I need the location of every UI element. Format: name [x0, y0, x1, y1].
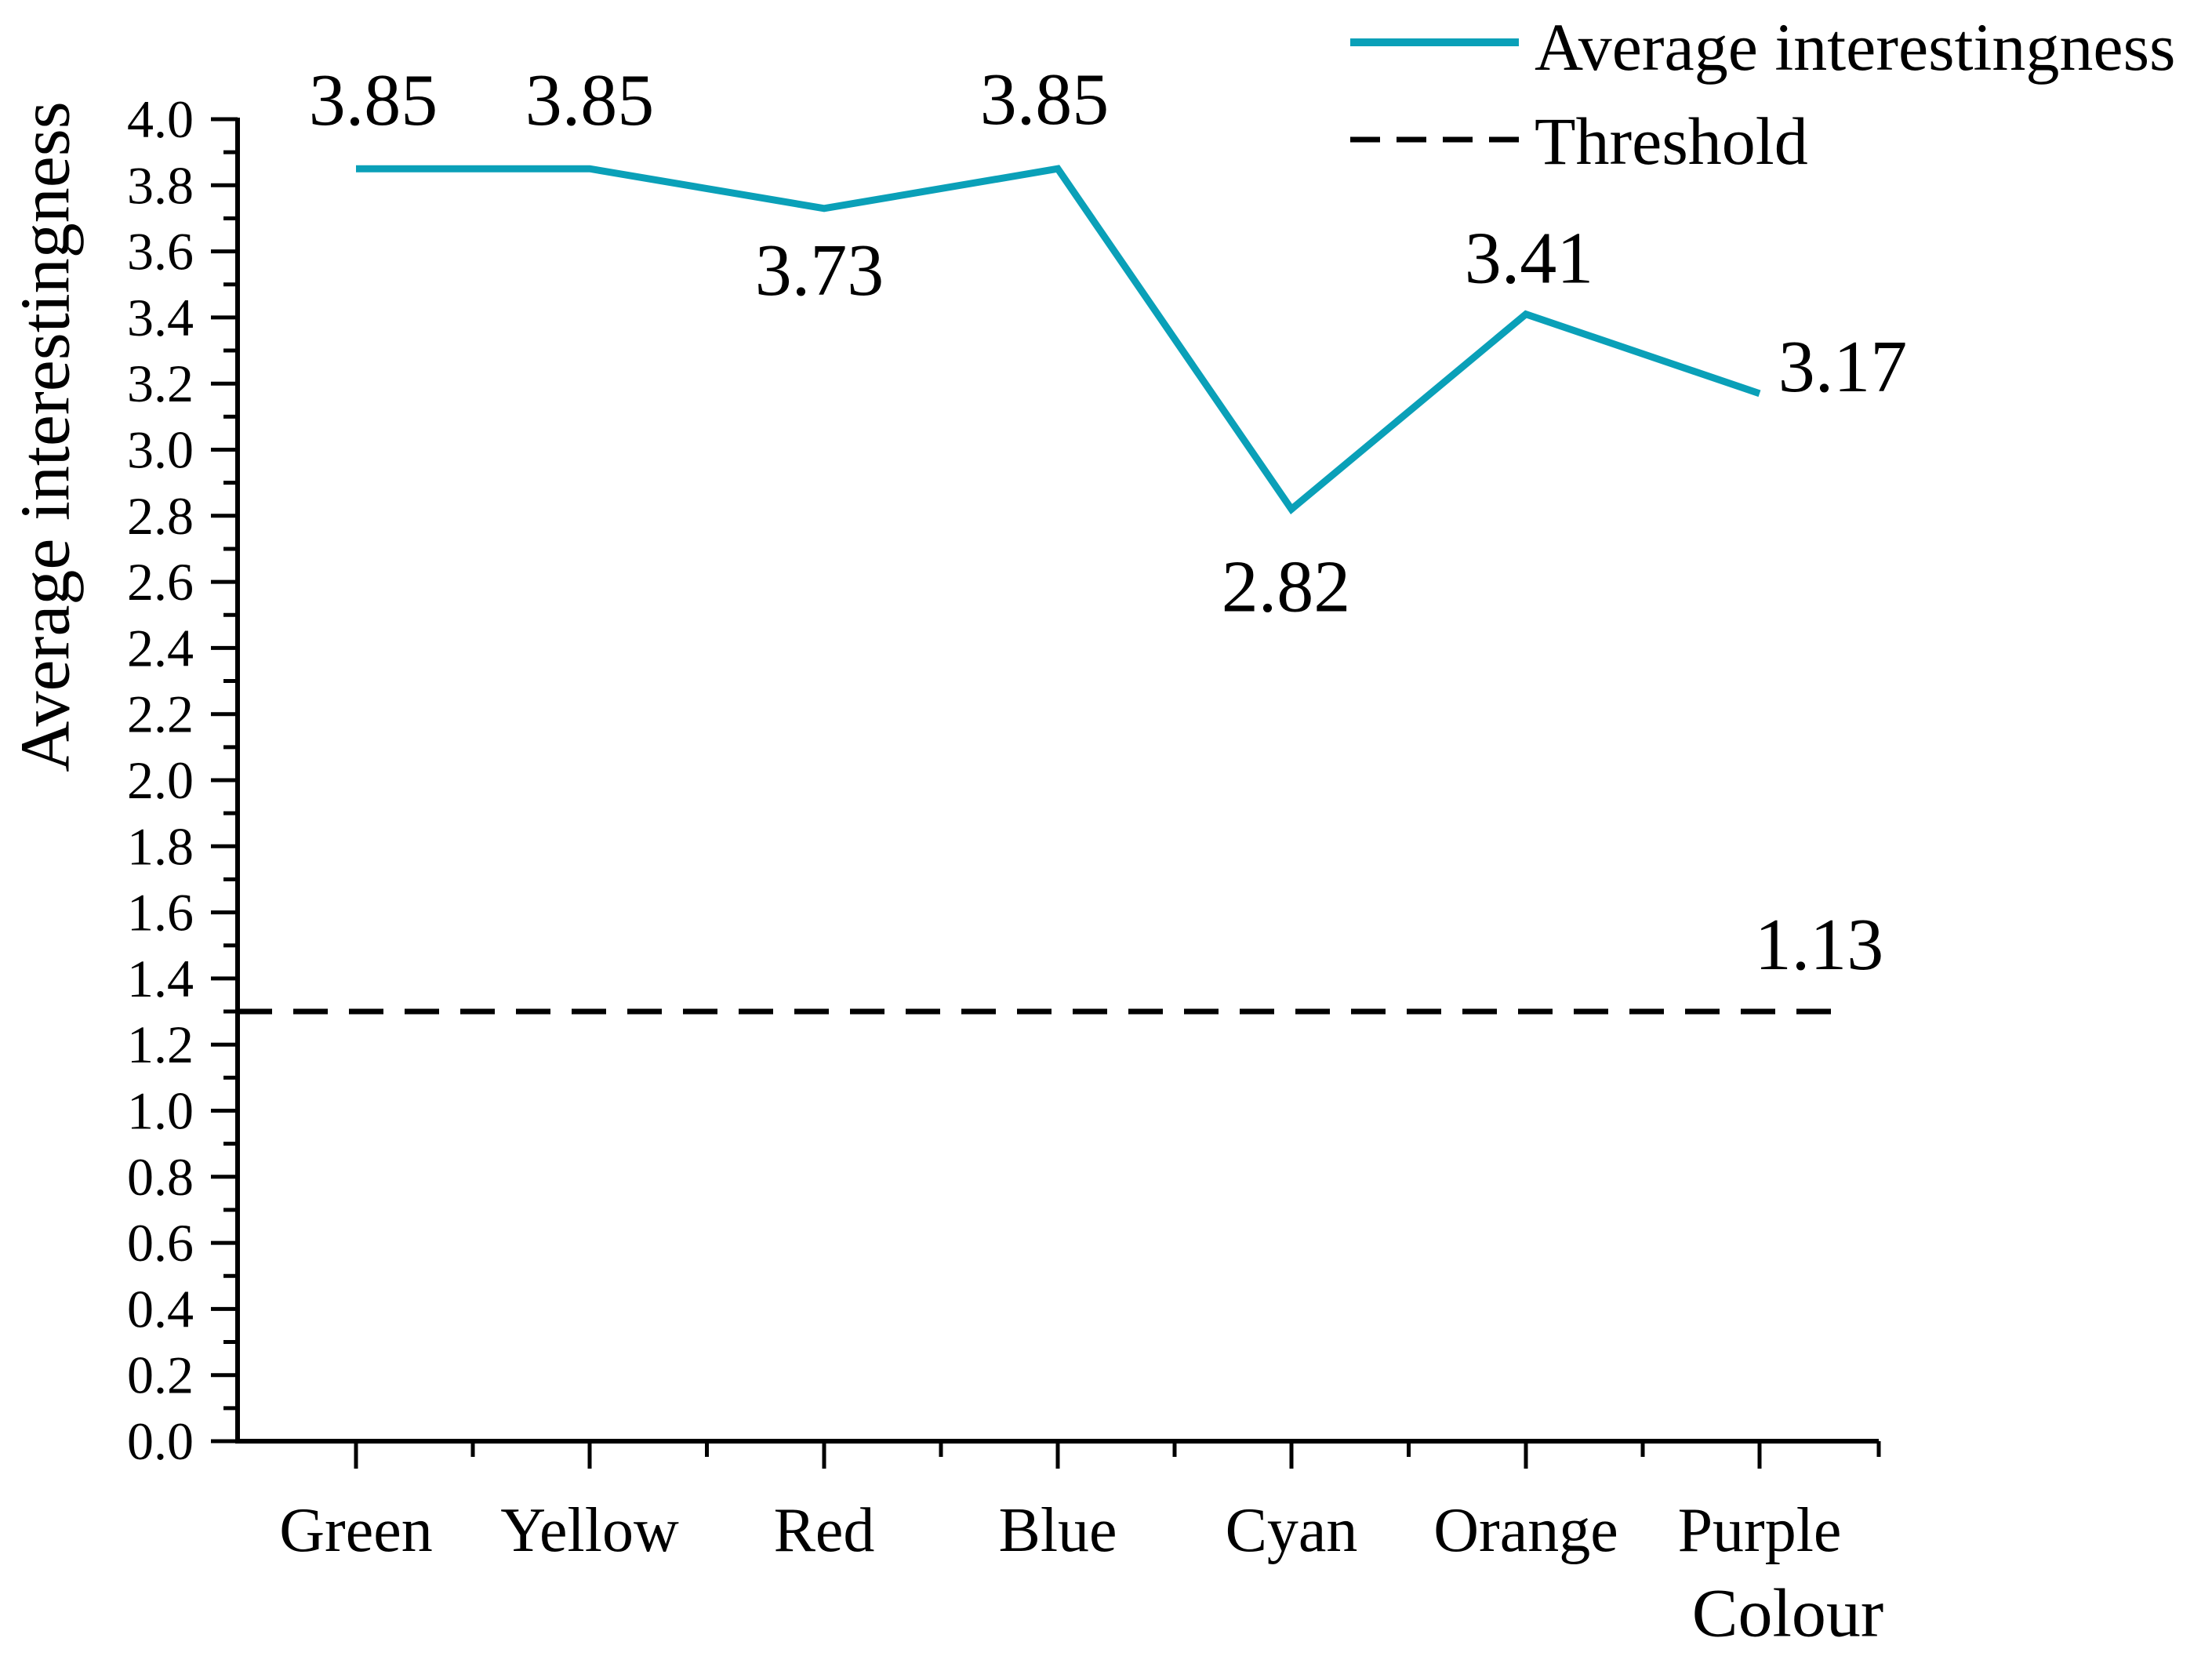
y-tick-label: 2.8	[127, 486, 194, 546]
y-tick-label: 1.4	[127, 949, 194, 1008]
point-value-label: 3.85	[980, 59, 1110, 140]
x-tick-label: Cyan	[1226, 1496, 1358, 1565]
x-tick-label: Red	[774, 1496, 875, 1565]
x-axis-tick-labels: Green Yellow Red Blue Cyan Orange Purple	[279, 1496, 1841, 1565]
axes-spines	[235, 118, 1879, 1444]
legend-label-threshold: Threshold	[1535, 104, 1808, 179]
point-value-label: 3.85	[309, 60, 438, 141]
average-interestingness-series	[356, 165, 1761, 514]
y-tick-label: 2.6	[127, 552, 194, 612]
point-value-label: 3.85	[525, 60, 655, 141]
x-tick-label: Yellow	[500, 1496, 679, 1565]
y-tick-label: 3.8	[127, 155, 194, 215]
y-tick-label: 0.2	[127, 1346, 194, 1405]
x-tick-label: Orange	[1433, 1496, 1618, 1565]
point-value-label: 3.73	[755, 230, 884, 311]
point-value-label: 3.17	[1778, 326, 1908, 408]
y-tick-label: 1.6	[127, 883, 194, 942]
y-tick-label: 0.8	[127, 1147, 194, 1207]
y-tick-label: 3.0	[127, 420, 194, 480]
y-tick-label: 1.2	[127, 1015, 194, 1074]
x-tick-label: Blue	[998, 1496, 1117, 1565]
y-tick-label: 0.0	[127, 1411, 194, 1471]
y-axis-ticks	[211, 117, 238, 1444]
x-tick-label: Purple	[1678, 1496, 1842, 1565]
y-tick-label: 3.6	[127, 222, 194, 281]
x-axis-title: Colour	[1692, 1576, 1883, 1652]
data-point-labels: 3.85 3.85 3.73 3.85 2.82 3.41 3.17	[309, 59, 1908, 627]
y-tick-label: 2.2	[127, 685, 194, 744]
legend: Average interestingness Threshold	[1350, 9, 2176, 179]
threshold-value-label-group: 1.13	[1755, 904, 1884, 986]
point-value-label: 3.41	[1465, 218, 1594, 300]
x-tick-label: Green	[279, 1496, 432, 1565]
y-tick-label: 3.2	[127, 354, 194, 413]
y-tick-label: 2.0	[127, 750, 194, 810]
point-value-label: 2.82	[1222, 546, 1351, 627]
y-tick-label: 0.4	[127, 1279, 194, 1338]
y-tick-label: 1.0	[127, 1081, 194, 1141]
y-axis-tick-labels: 0.0 0.2 0.4 0.60.81.0 1.2 1.4 1.6 1.82.0 2.2 2.4 2…	[127, 89, 194, 1471]
y-tick-label: 2.4	[127, 618, 194, 677]
y-tick-label: 3.4	[127, 288, 194, 347]
x-axis-ticks	[354, 1441, 1881, 1469]
y-tick-label: 1.8	[127, 816, 194, 876]
average-interestingness-line	[356, 165, 1761, 514]
legend-entry-average-interestingness: Average interestingness	[1350, 9, 2176, 85]
legend-entry-threshold: Threshold	[1350, 104, 1808, 179]
y-tick-label: 0.6	[127, 1213, 194, 1273]
legend-label-average-interestingness: Average interestingness	[1535, 9, 2176, 85]
threshold-value-label: 1.13	[1755, 904, 1884, 986]
y-axis-title: Average interestingness	[7, 101, 85, 772]
axis-titles: Colour Average interestingness	[7, 101, 1884, 1651]
y-tick-label: 4.0	[127, 89, 194, 149]
